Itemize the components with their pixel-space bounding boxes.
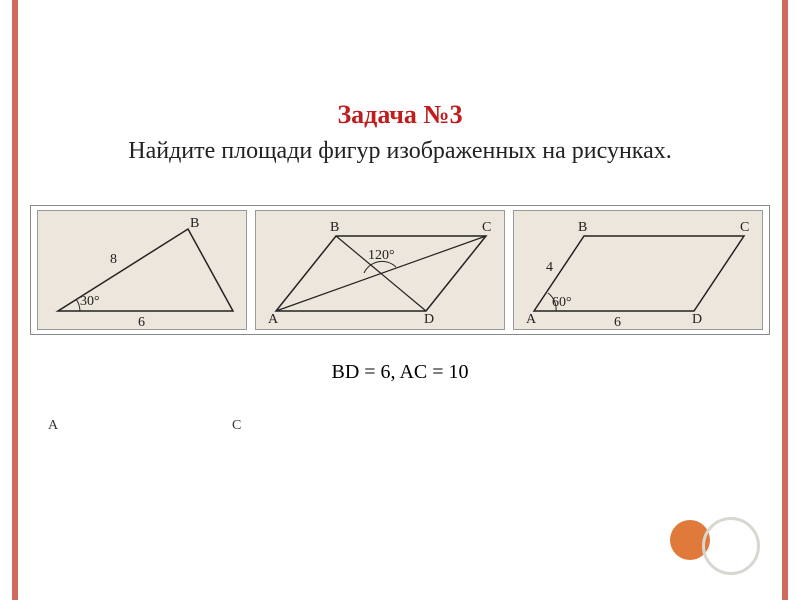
svg-text:120°: 120°	[368, 248, 395, 263]
slide: Задача №3 Найдите площади фигур изображе…	[0, 0, 800, 600]
svg-text:60°: 60°	[552, 295, 572, 310]
svg-text:B: B	[190, 216, 199, 231]
svg-text:B: B	[330, 220, 339, 235]
svg-text:C: C	[482, 220, 491, 235]
figures-row: B 8 30° 6 A B C D 120° A B C D 4 60° 6	[30, 205, 770, 335]
svg-text:30°: 30°	[80, 294, 100, 309]
rhombus-figure: A B C D 120°	[255, 210, 505, 330]
svg-text:8: 8	[110, 252, 117, 267]
svg-text:A: A	[268, 312, 279, 327]
vertex-label-C: C	[232, 418, 241, 434]
accent-ring	[702, 517, 760, 575]
svg-text:6: 6	[614, 315, 621, 330]
problem-subtitle: Найдите площади фигур изображенных на ри…	[0, 138, 800, 165]
vertex-label-A: A	[48, 418, 58, 434]
left-accent-bar	[12, 0, 18, 600]
svg-text:C: C	[740, 220, 749, 235]
parallelogram-figure: A B C D 4 60° 6	[513, 210, 763, 330]
svg-text:B: B	[578, 220, 587, 235]
problem-title: Задача №3	[0, 100, 800, 130]
svg-text:4: 4	[546, 260, 553, 275]
svg-text:A: A	[526, 312, 537, 327]
given-values: BD = 6, AC = 10	[0, 361, 800, 384]
svg-text:D: D	[692, 312, 702, 327]
svg-text:6: 6	[138, 315, 145, 330]
right-accent-bar	[782, 0, 788, 600]
triangle-figure: B 8 30° 6	[37, 210, 247, 330]
svg-text:D: D	[424, 312, 434, 327]
